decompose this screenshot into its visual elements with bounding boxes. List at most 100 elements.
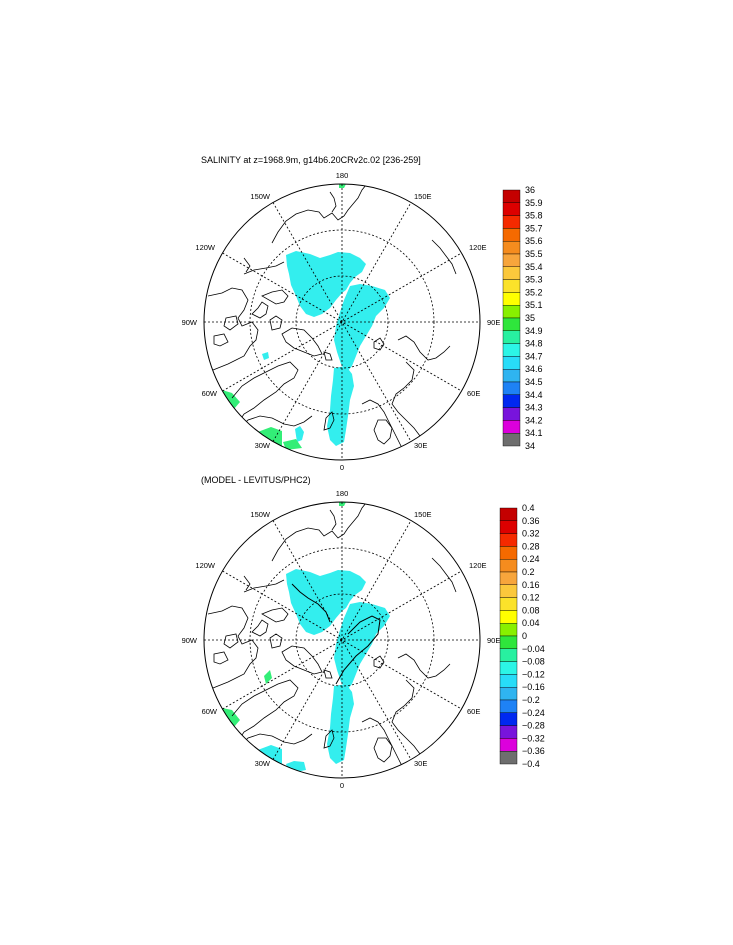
colorbar-swatch (499, 546, 518, 560)
colorbar-label: 34.6 (525, 364, 543, 374)
colorbar-label: 35 (525, 313, 535, 323)
colorbar-swatch (502, 407, 521, 421)
colorbar-swatch (499, 533, 518, 547)
colorbar-label: −0.12 (522, 669, 545, 679)
colorbar-swatch (502, 394, 521, 408)
colorbar-label: 34.1 (525, 428, 543, 438)
colorbar-swatch (499, 751, 518, 765)
colorbar-swatch (499, 712, 518, 726)
longitude-label: 0 (340, 781, 344, 790)
longitude-label: 180 (336, 489, 349, 498)
longitude-label: 60W (202, 707, 218, 716)
map-boundary-1 (203, 183, 481, 461)
colorbar-label: −0.2 (522, 695, 540, 705)
colorbar-swatch (502, 433, 521, 447)
colorbar-swatch (499, 507, 518, 522)
colorbar-label: 36 (525, 185, 535, 195)
colorbar-swatch (502, 317, 521, 332)
colorbar-swatch (502, 253, 521, 268)
colorbar-label: 34.8 (525, 339, 543, 349)
colorbar-label: 0.4 (522, 503, 535, 513)
panel-1-title: SALINITY at z=1968.9m, g14b6.20CRv2c.02 … (201, 155, 421, 165)
colorbar-swatch (499, 674, 518, 688)
colorbar-label: 35.6 (525, 236, 543, 246)
colorbar-swatch (502, 420, 521, 434)
longitude-labels-1: 180 150E 120E 90E 60E 30E 0 30W 60W 90W 120W 150W (182, 171, 501, 472)
longitude-label: 60E (467, 389, 480, 398)
colorbar-swatch (502, 240, 521, 255)
coastlines-1 (207, 184, 457, 453)
colorbar-2: 0.4 0.36 0.32 0.28 0.24 0.2 0.16 0.12 0.08 0.04 0 −… (499, 503, 545, 769)
longitude-label: 0 (340, 463, 344, 472)
longitude-labels-2: 180 150E 120E 90E 60E 30E 0 30W 60W 90W 120W 150W (182, 489, 501, 790)
colorbar-swatch (502, 381, 521, 396)
colorbar-label: −0.36 (522, 746, 545, 756)
colorbar-swatch (502, 228, 521, 242)
colorbar-label: 0.16 (522, 580, 540, 590)
longitude-label: 90W (182, 636, 198, 645)
colorbar-swatch (499, 571, 518, 586)
colorbar-swatch (499, 661, 518, 675)
colorbar-label: 34.4 (525, 390, 543, 400)
longitude-label: 30W (255, 441, 271, 450)
colorbar-label: −0.4 (522, 759, 540, 769)
colorbar-1: 36 35.9 35.8 35.7 35.6 35.5 35.4 35.3 35.2 35.1 35… (502, 185, 543, 451)
salinity-fill-1 (222, 184, 390, 450)
colorbar-swatch (499, 584, 518, 598)
map-boundary-2 (203, 501, 481, 779)
panel-2-title: (MODEL - LEVITUS/PHC2) (201, 475, 311, 485)
colorbar-swatch (499, 648, 518, 662)
colorbar-label: 35.8 (525, 211, 543, 221)
difference-fill-2 (222, 502, 390, 772)
longitude-label: 150E (414, 192, 432, 201)
polar-map-2: 180 150E 120E 90E 60E 30E 0 30W 60W 90W 120W 150W 0… (182, 489, 545, 790)
colorbar-swatch (499, 725, 518, 739)
colorbar-label: 35.2 (525, 287, 543, 297)
colorbar-label: 0 (522, 631, 527, 641)
colorbar-label: −0.08 (522, 657, 545, 667)
colorbar-label: 35.4 (525, 262, 543, 272)
colorbar-label: −0.28 (522, 721, 545, 731)
longitude-label: 180 (336, 171, 349, 180)
colorbar-swatch (499, 623, 518, 637)
colorbar-swatch (502, 343, 521, 357)
colorbar-swatch (502, 266, 521, 280)
colorbar-label: 0.36 (522, 516, 540, 526)
longitude-label: 30W (255, 759, 271, 768)
colorbar-swatch (502, 202, 521, 216)
colorbar-swatch (499, 559, 518, 573)
longitude-label: 150W (250, 192, 271, 201)
longitude-label: 90E (487, 318, 500, 327)
colorbar-swatch (502, 215, 521, 229)
colorbar-label: 34.9 (525, 326, 543, 336)
longitude-label: 120W (195, 561, 216, 570)
colorbar-label: −0.04 (522, 644, 545, 654)
graticule-1 (204, 184, 480, 460)
colorbar-label: 35.9 (525, 198, 543, 208)
colorbar-label: −0.16 (522, 682, 545, 692)
colorbar-label: −0.32 (522, 733, 545, 743)
colorbar-swatch (502, 330, 521, 344)
colorbar-swatch (502, 369, 521, 383)
longitude-label: 150W (250, 510, 271, 519)
colorbar-swatch (502, 189, 521, 204)
colorbar-label: 35.7 (525, 223, 543, 233)
colorbar-label: 0.24 (522, 554, 540, 564)
coastlines-2 (207, 502, 457, 771)
colorbar-label: 34.5 (525, 377, 543, 387)
longitude-label: 150E (414, 510, 432, 519)
longitude-label: 120E (469, 561, 487, 570)
longitude-label: 90W (182, 318, 198, 327)
polar-map-1: 180 150E 120E 90E 60E 30E 0 30W 60W 90W 120W 150W 3… (182, 171, 543, 472)
colorbar-swatch (502, 305, 521, 319)
colorbar-swatch (499, 610, 518, 624)
longitude-label: 60E (467, 707, 480, 716)
colorbar-swatch (499, 738, 518, 752)
colorbar-swatch (499, 520, 518, 534)
longitude-label: 120W (195, 243, 216, 252)
colorbar-swatch (499, 597, 518, 611)
colorbar-swatch (502, 279, 521, 293)
colorbar-label: 0.04 (522, 618, 540, 628)
colorbar-label: 35.5 (525, 249, 543, 259)
